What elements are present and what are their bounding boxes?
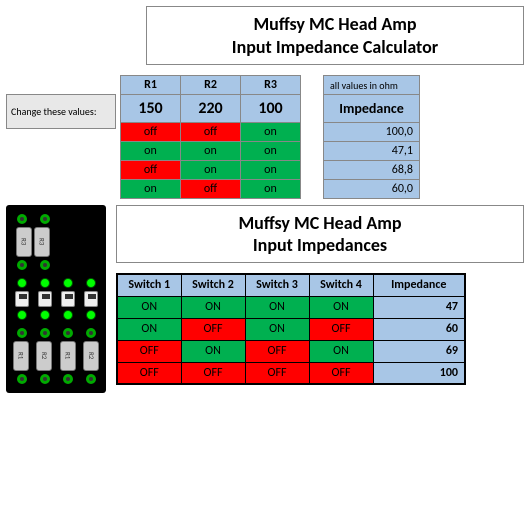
calc-header: R1 (121, 76, 181, 95)
switch-icon (15, 291, 29, 307)
switch-impedance: 69 (373, 340, 465, 362)
switch-cell: ON (309, 296, 373, 318)
switch-cell: OFF (117, 362, 181, 384)
switch-cell: ON (117, 296, 181, 318)
r2-label: R2 (36, 341, 52, 371)
calc-cell: on (241, 161, 301, 180)
switch-cell: ON (309, 340, 373, 362)
impedance-value: 68,8 (324, 161, 420, 180)
calc-cell: off (181, 180, 241, 199)
change-label: Change these values: (6, 94, 116, 129)
calc-header: R3 (241, 76, 301, 95)
calc-cell: on (181, 142, 241, 161)
calculator-row: Change these values: R1R2R3 150220100 of… (6, 75, 524, 199)
pcb-diagram: R3 R3 R1 R2 R1 R2 (6, 205, 106, 393)
impedance-value: 100,0 (324, 123, 420, 142)
switch-cell: OFF (245, 362, 309, 384)
switch-cell: OFF (181, 318, 245, 340)
impedance-table: all values in ohm Impedance 100,047,168,… (323, 75, 420, 199)
impedance-value: 47,1 (324, 142, 420, 161)
calc-cell: on (121, 142, 181, 161)
calc-table: R1R2R3 150220100 offoffononononoffononon… (120, 75, 301, 199)
calculator-title: Muffsy MC Head Amp Input Impedance Calcu… (146, 6, 524, 65)
switch-icon (61, 291, 75, 307)
imp-header: Impedance (324, 95, 420, 123)
switch-impedance: 47 (373, 296, 465, 318)
calc-value[interactable]: 100 (241, 95, 301, 123)
title-line2: Input Impedance Calculator (147, 36, 523, 59)
switch-header: Switch 1 (117, 274, 181, 296)
switch-impedance: 60 (373, 318, 465, 340)
switch-cell: ON (181, 296, 245, 318)
switch-header: Switch 2 (181, 274, 245, 296)
switch-table: Switch 1Switch 2Switch 3Switch 4Impedanc… (116, 273, 466, 385)
calc-value[interactable]: 220 (181, 95, 241, 123)
right-column: Muffsy MC Head Amp Input Impedances Swit… (116, 205, 524, 385)
switch-icon (84, 291, 98, 307)
r1-label: R1 (13, 341, 29, 371)
calc-cell: on (241, 142, 301, 161)
calc-cell: off (121, 161, 181, 180)
calc-cell: on (181, 161, 241, 180)
switch-impedance: 100 (373, 362, 465, 384)
calc-cell: off (181, 123, 241, 142)
title-line1: Muffsy MC Head Amp (147, 13, 523, 36)
title2-line1: Muffsy MC Head Amp (117, 212, 523, 234)
impedance-value: 60,0 (324, 180, 420, 199)
calc-cell: on (241, 180, 301, 199)
switch-header: Switch 3 (245, 274, 309, 296)
calc-header: R2 (181, 76, 241, 95)
title2-line2: Input Impedances (117, 234, 523, 256)
switch-cell: OFF (245, 340, 309, 362)
switch-cell: ON (117, 318, 181, 340)
impedances-title: Muffsy MC Head Amp Input Impedances (116, 205, 524, 263)
r3-label: R3 (16, 227, 32, 257)
switch-cell: ON (245, 318, 309, 340)
calc-cell: on (241, 123, 301, 142)
switch-cell: OFF (309, 362, 373, 384)
switch-cell: OFF (181, 362, 245, 384)
calc-cell: on (121, 180, 181, 199)
imp-note: all values in ohm (324, 76, 420, 95)
switch-cell: ON (245, 296, 309, 318)
switch-header: Switch 4 (309, 274, 373, 296)
calc-value[interactable]: 150 (121, 95, 181, 123)
r2-label-2: R2 (83, 341, 99, 371)
calc-cell: off (121, 123, 181, 142)
switch-cell: OFF (309, 318, 373, 340)
switch-icon (38, 291, 52, 307)
switch-cell: OFF (117, 340, 181, 362)
switch-cell: ON (181, 340, 245, 362)
lower-section: R3 R3 R1 R2 R1 R2 Muffsy MC Head Amp Inp… (6, 205, 524, 393)
r3-label-2: R3 (34, 227, 50, 257)
switch-imp-header: Impedance (373, 274, 465, 296)
r1-label-2: R1 (60, 341, 76, 371)
